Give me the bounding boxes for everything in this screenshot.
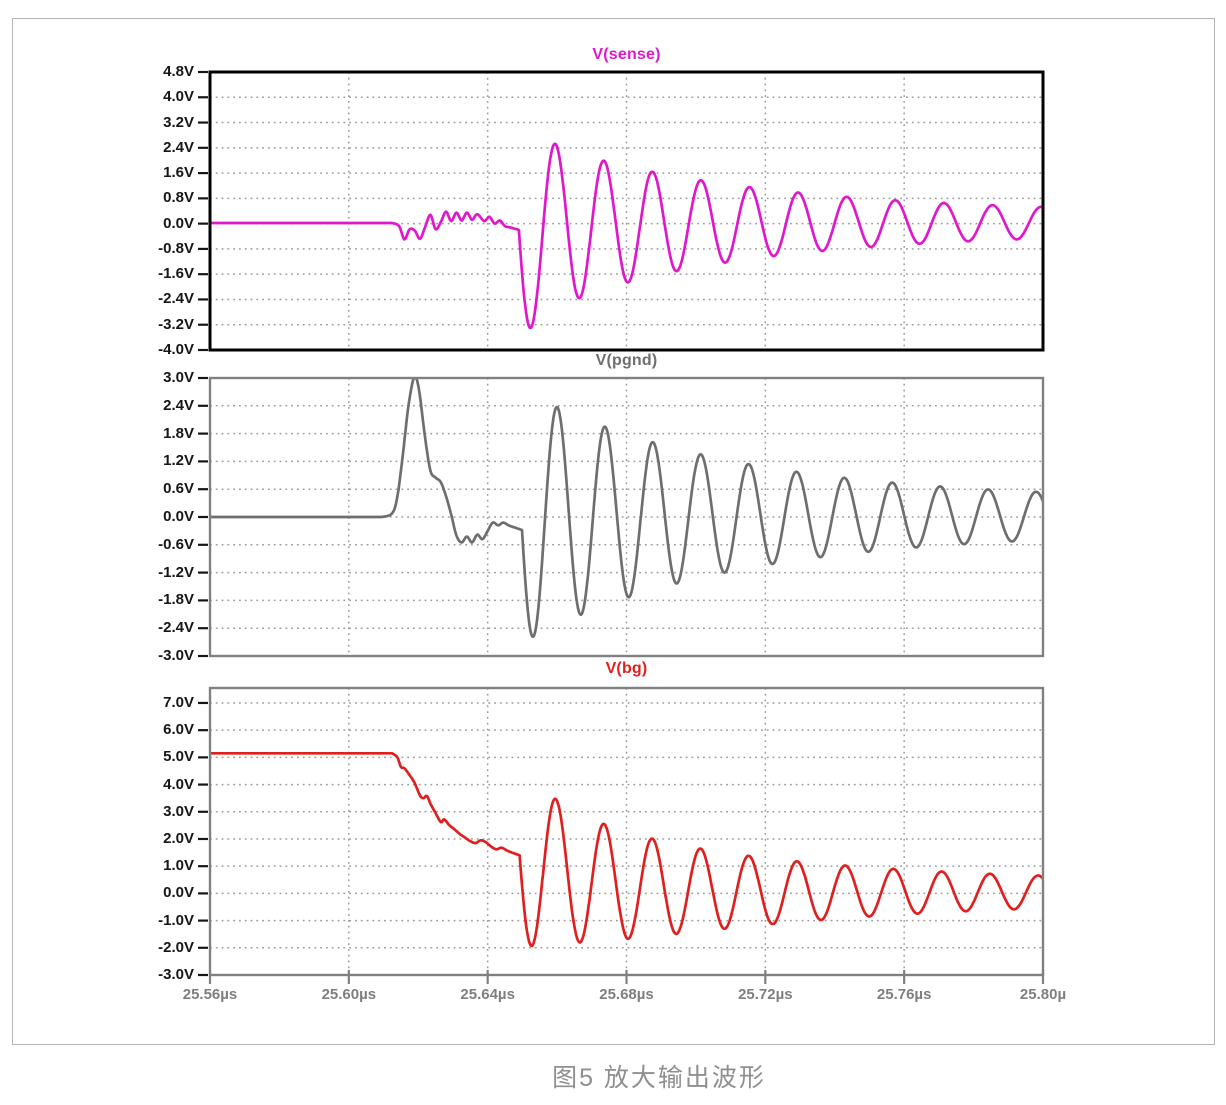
y-tick-label: 1.8V	[163, 424, 194, 442]
figure-caption: 图5 放大输出波形	[552, 1064, 766, 1092]
y-tick-label: -0.6V	[158, 535, 194, 553]
y-tick-label: 4.0V	[163, 88, 194, 106]
trace-sense	[210, 142, 1043, 330]
y-tick-label: -2.4V	[158, 619, 194, 637]
y-tick-label: 5.0V	[163, 748, 194, 766]
y-tick-label: 2.4V	[163, 396, 194, 414]
plot-title-vbg: V(bg)	[605, 660, 648, 677]
y-tick-label: -1.6V	[158, 265, 194, 283]
y-tick-label: -1.0V	[158, 911, 194, 929]
y-tick-label: -0.8V	[158, 239, 194, 257]
pane-border	[208, 376, 1045, 658]
y-tick-label: -4.0V	[158, 341, 194, 358]
pane-border	[208, 70, 1045, 352]
y-tick-label: 0.0V	[163, 214, 194, 232]
waveform-pane-bg	[198, 686, 1045, 984]
y-tick-label: -2.4V	[158, 290, 194, 308]
y-tick-label: 4.8V	[163, 63, 194, 80]
y-tick-label: 2.0V	[163, 829, 194, 847]
x-tick-label: 25.68µs	[599, 986, 654, 1003]
y-tick-label: 7.0V	[163, 693, 194, 711]
x-tick-label: 25.64µs	[460, 986, 515, 1003]
y-tick-label: 0.8V	[163, 189, 194, 207]
y-tick-label: 0.0V	[163, 508, 194, 525]
y-tick-label: 4.0V	[163, 775, 194, 793]
y-tick-label: 6.0V	[163, 721, 194, 739]
y-tick-label: 0.0V	[163, 884, 194, 902]
waveform-pane-sense	[198, 70, 1045, 352]
trace-pgnd	[210, 378, 1043, 639]
y-tick-label: 3.0V	[163, 369, 194, 386]
trace-bg	[210, 751, 1043, 948]
plot-title-vsense: V(sense)	[592, 46, 661, 63]
x-tick-label: 25.60µs	[321, 986, 377, 1003]
y-tick-label: 3.2V	[163, 113, 194, 131]
waveform-pane-pgnd	[198, 376, 1045, 658]
x-tick-label: 25.72µs	[738, 986, 793, 1003]
plot-title-vpgnd: V(pgnd)	[595, 352, 658, 369]
y-tick-label: 2.4V	[163, 138, 194, 156]
y-tick-label: -1.8V	[158, 591, 194, 609]
y-tick-label: -3.0V	[158, 966, 194, 983]
y-tick-label: 1.2V	[163, 452, 194, 470]
y-tick-label: -3.0V	[158, 647, 194, 664]
y-tick-label: 3.0V	[163, 802, 194, 820]
y-tick-label: 0.6V	[163, 480, 194, 498]
x-tick-label: 25.76µs	[876, 986, 932, 1003]
y-tick-label: -2.0V	[158, 938, 194, 956]
y-tick-label: 1.0V	[163, 857, 194, 875]
y-tick-label: -1.2V	[158, 563, 194, 581]
x-tick-label: 25.80µ	[1019, 986, 1067, 1003]
y-tick-label: -3.2V	[158, 315, 194, 333]
x-tick-label: 25.56µs	[182, 986, 238, 1003]
y-tick-label: 1.6V	[163, 164, 194, 182]
